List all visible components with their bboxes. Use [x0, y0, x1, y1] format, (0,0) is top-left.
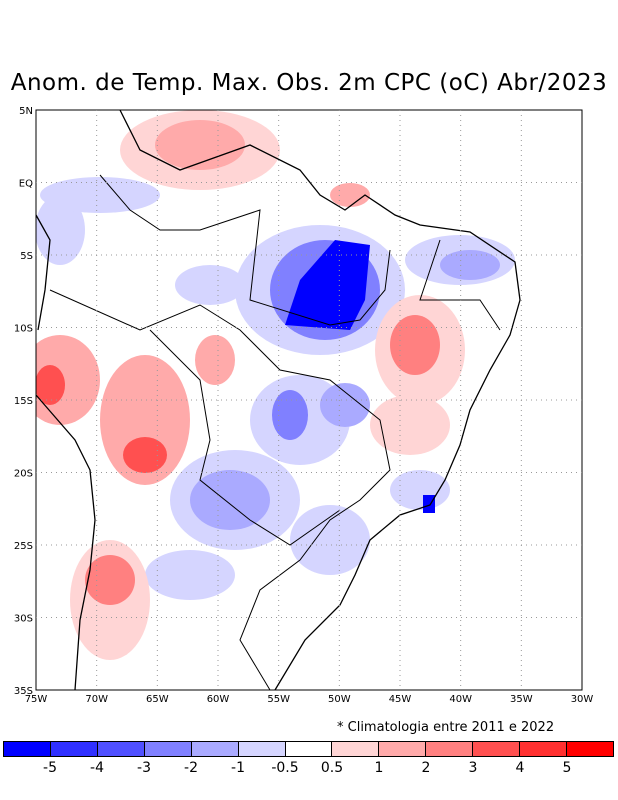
- anomaly-field: [36, 110, 515, 660]
- climatology-note: * Climatologia entre 2011 e 2022: [337, 720, 555, 735]
- colorbar-label: -5: [43, 760, 57, 776]
- anomaly-strong-negative: [285, 240, 370, 330]
- lon-tick-label: 50W: [328, 694, 351, 705]
- anomaly-positive-region: [330, 183, 370, 207]
- anomaly-positive-region: [195, 335, 235, 385]
- lon-tick-label: 55W: [267, 694, 290, 705]
- colorbar-label: -1: [231, 760, 245, 776]
- lon-tick-label: 45W: [389, 694, 412, 705]
- colorbar-swatch: [567, 742, 613, 756]
- lat-tick-label: 5N: [19, 106, 33, 117]
- lon-tick-label: 40W: [449, 694, 472, 705]
- anomaly-strong-negative: [423, 495, 435, 513]
- colorbar-swatch: [426, 742, 474, 756]
- anomaly-negative-region: [272, 390, 308, 440]
- lat-tick-label: 10S: [14, 324, 33, 335]
- coastline: [35, 109, 521, 691]
- colorbar-swatch: [379, 742, 427, 756]
- anomaly-positive-region: [100, 355, 190, 485]
- colorbar-swatch: [520, 742, 568, 756]
- anomaly-negative-region: [36, 195, 85, 265]
- colorbar-label: 3: [468, 760, 478, 776]
- colorbar-label: -4: [90, 760, 104, 776]
- colorbar-label: 5: [562, 760, 572, 776]
- anomaly-positive-region: [36, 365, 65, 405]
- colorbar-swatch: [4, 742, 51, 756]
- lat-tick-label: EQ: [19, 179, 33, 190]
- anomaly-negative-region: [190, 470, 270, 530]
- anomaly-negative-region: [320, 383, 370, 427]
- lat-tick-label: 15S: [14, 396, 33, 407]
- anomaly-negative-region: [40, 177, 160, 213]
- colorbar: [3, 741, 614, 757]
- anomaly-positive-region: [390, 315, 440, 375]
- anomaly-negative-region: [390, 470, 450, 510]
- lon-tick-label: 75W: [25, 694, 48, 705]
- anomaly-positive-region: [370, 395, 450, 455]
- lat-tick-label: 5S: [20, 251, 33, 262]
- lon-tick-label: 30W: [571, 694, 594, 705]
- colorbar-swatch: [238, 742, 286, 756]
- lat-tick-label: 25S: [14, 541, 33, 552]
- anomaly-negative-region: [440, 250, 500, 280]
- colorbar-label: -2: [184, 760, 198, 776]
- gridlines: [36, 110, 582, 690]
- colorbar-swatch: [144, 742, 192, 756]
- lat-tick-label: 30S: [14, 614, 33, 625]
- lon-tick-label: 60W: [207, 694, 230, 705]
- lon-tick-label: 35W: [510, 694, 533, 705]
- axis-labels: 75W 70W 65W 60W 55W 50W 45W 40W 35W 30W 5N EQ 5S 10S 1…: [14, 106, 593, 705]
- colorbar-label: 2: [421, 760, 431, 776]
- colorbar-label: 0.5: [320, 760, 344, 776]
- colorbar-swatch: [285, 742, 333, 756]
- lat-tick-label: 20S: [14, 469, 33, 480]
- anomaly-positive-region: [123, 437, 167, 473]
- lon-tick-label: 65W: [146, 694, 169, 705]
- colorbar-swatch: [473, 742, 521, 756]
- colorbar-label: -3: [137, 760, 151, 776]
- colorbar-swatch: [97, 742, 145, 756]
- anomaly-map: 75W 70W 65W 60W 55W 50W 45W 40W 35W 30W 5N EQ 5S 10S 1…: [14, 106, 593, 705]
- anomaly-negative-region: [145, 550, 235, 600]
- colorbar-label: 1: [374, 760, 384, 776]
- colorbar-label: 4: [515, 760, 525, 776]
- anomaly-positive-region: [85, 555, 135, 605]
- lon-tick-label: 70W: [85, 694, 108, 705]
- borders: [49, 174, 501, 691]
- colorbar-swatch: [191, 742, 239, 756]
- colorbar-swatch: [332, 742, 380, 756]
- map-title: Anom. de Temp. Max. Obs. 2m CPC (oC) Abr…: [10, 70, 608, 96]
- anomaly-positive-region: [155, 120, 245, 170]
- lat-tick-label: 35S: [14, 686, 33, 697]
- anomaly-negative-region: [175, 265, 245, 305]
- colorbar-label: -0.5: [271, 760, 299, 776]
- colorbar-swatch: [50, 742, 98, 756]
- anomaly-negative-region: [290, 505, 370, 575]
